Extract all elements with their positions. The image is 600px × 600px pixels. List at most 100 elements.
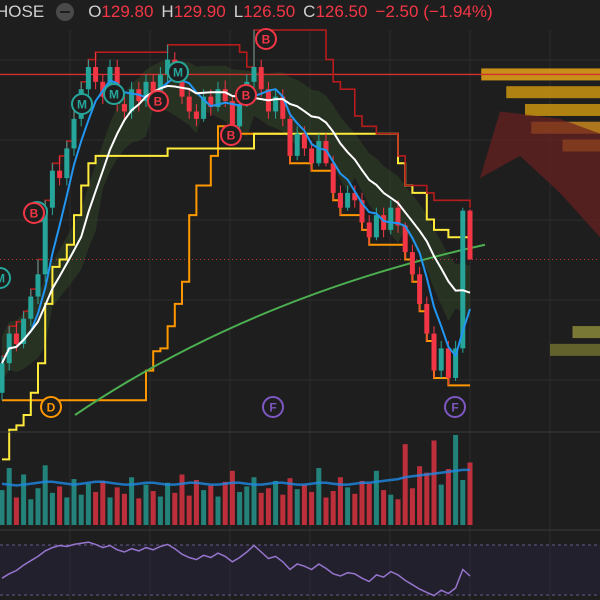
volume-ma-line bbox=[1, 468, 470, 487]
volume-bar bbox=[64, 497, 70, 525]
volume-bar bbox=[294, 489, 300, 525]
candle bbox=[215, 81, 221, 112]
volume-bar bbox=[208, 485, 214, 525]
close-value: C126.50 bbox=[303, 2, 368, 21]
candle-body bbox=[157, 74, 163, 97]
volume-profile-bar bbox=[525, 103, 600, 116]
candle-body bbox=[201, 96, 207, 119]
candle-body bbox=[316, 141, 322, 164]
signal-marker-circle bbox=[0, 267, 11, 289]
signal-marker: B bbox=[220, 124, 242, 146]
volume-bar bbox=[157, 496, 163, 525]
signal-marker-circle bbox=[103, 83, 125, 105]
candle bbox=[273, 89, 279, 119]
volume-bar bbox=[309, 491, 315, 525]
volume-bar bbox=[129, 477, 135, 525]
volume-bar bbox=[186, 495, 192, 525]
volume-bar bbox=[381, 490, 387, 525]
volume-bar bbox=[287, 478, 293, 525]
volume-bar bbox=[13, 497, 19, 525]
profile-shade bbox=[480, 111, 600, 238]
candle bbox=[366, 215, 372, 245]
candle bbox=[352, 185, 358, 208]
candle-body bbox=[352, 192, 358, 201]
volume-bar bbox=[402, 444, 408, 525]
volume-bar bbox=[136, 498, 142, 525]
volume-bar bbox=[57, 486, 63, 525]
candle-body bbox=[93, 67, 99, 82]
signal-marker-circle bbox=[71, 93, 93, 115]
candle-body bbox=[121, 104, 127, 112]
volume-bar bbox=[388, 494, 394, 525]
volume-bar bbox=[71, 479, 77, 525]
signal-marker-label: M bbox=[173, 66, 183, 80]
candle bbox=[258, 59, 264, 97]
candle bbox=[388, 200, 394, 235]
candle bbox=[21, 311, 27, 349]
candle-body bbox=[445, 348, 451, 378]
signal-marker-label: F bbox=[451, 401, 458, 415]
rsi-band bbox=[0, 545, 600, 595]
signal-marker-circle bbox=[147, 90, 169, 112]
volume-bar bbox=[172, 492, 178, 525]
candle-body bbox=[409, 252, 415, 275]
symbol-label: HOSE bbox=[0, 2, 45, 21]
candle-body bbox=[193, 111, 199, 119]
candle bbox=[193, 104, 199, 127]
volume-bar bbox=[85, 483, 91, 525]
candle-body bbox=[460, 210, 466, 349]
volume-bar bbox=[251, 477, 257, 525]
candle-body bbox=[294, 133, 300, 156]
candle bbox=[251, 30, 257, 90]
signal-marker: B bbox=[147, 90, 169, 112]
ohlc-header: HOSE O129.80 H129.90 L126.50 C126.50 −2.… bbox=[0, 0, 501, 24]
signal-marker: M bbox=[0, 267, 11, 289]
volume-bar bbox=[215, 496, 221, 525]
signal-marker: M bbox=[167, 61, 189, 83]
candle bbox=[93, 52, 99, 90]
candle-body bbox=[323, 141, 329, 164]
volume-bar bbox=[49, 492, 55, 525]
candle bbox=[49, 163, 55, 216]
change-value: −2.50 (−1.94%) bbox=[375, 2, 493, 21]
signal-marker: F bbox=[262, 396, 284, 418]
candle-body bbox=[273, 96, 279, 112]
candle bbox=[186, 89, 192, 119]
signal-marker-circle bbox=[262, 396, 284, 418]
signal-marker-label: F bbox=[269, 401, 276, 415]
candle bbox=[316, 133, 322, 167]
candle bbox=[417, 266, 423, 312]
candle bbox=[438, 340, 444, 378]
volume-bar bbox=[114, 487, 120, 525]
candle-body bbox=[0, 363, 5, 393]
candle bbox=[309, 141, 315, 171]
volume-bars bbox=[0, 435, 473, 525]
volume-bar bbox=[359, 480, 365, 525]
candle-body bbox=[453, 348, 459, 378]
collapse-icon[interactable] bbox=[56, 3, 75, 21]
candle bbox=[71, 111, 77, 156]
volume-bar bbox=[93, 491, 99, 525]
candle bbox=[359, 192, 365, 230]
candle-body bbox=[287, 118, 293, 156]
volume-bar bbox=[28, 499, 34, 525]
candle bbox=[409, 244, 415, 282]
candle-body bbox=[258, 67, 264, 90]
volume-bar bbox=[395, 499, 401, 525]
candle-body bbox=[388, 207, 394, 230]
signal-marker-circle bbox=[235, 84, 257, 106]
signal-marker: B bbox=[255, 28, 277, 50]
candle bbox=[208, 89, 214, 116]
candle-body bbox=[150, 81, 156, 97]
signal-marker-label: B bbox=[154, 95, 163, 109]
signal-marker: F bbox=[444, 396, 466, 418]
volume-bar bbox=[431, 440, 437, 525]
candle-body bbox=[186, 96, 192, 112]
candle bbox=[402, 222, 408, 260]
volume-bar bbox=[352, 493, 358, 525]
candle-body bbox=[467, 210, 473, 260]
volume-bar bbox=[323, 497, 329, 525]
candle-body bbox=[165, 59, 171, 75]
low-value: L126.50 bbox=[233, 2, 296, 21]
